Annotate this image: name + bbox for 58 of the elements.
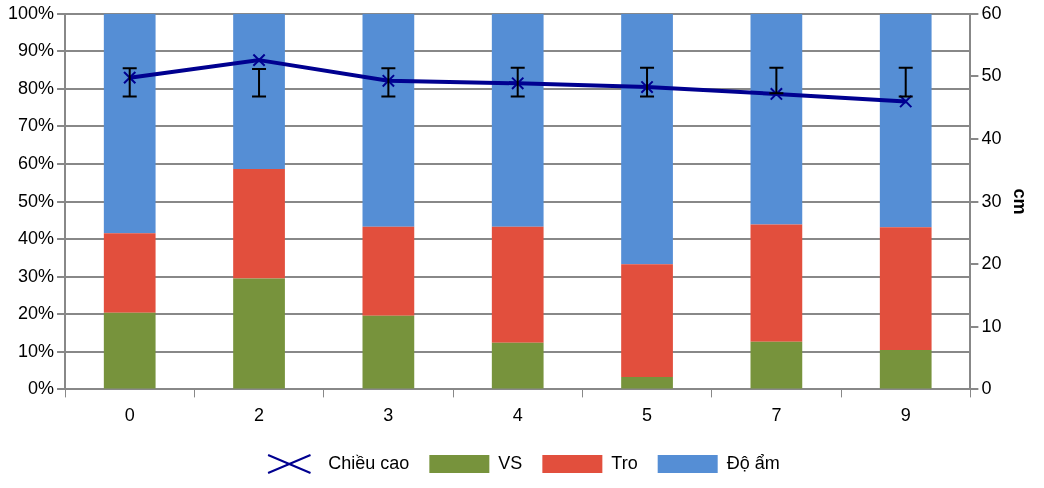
bar — [103, 233, 156, 313]
legend-label: Chiều cao — [328, 452, 410, 473]
y-tick-label: 40% — [18, 228, 55, 249]
bar — [750, 13, 803, 225]
point — [381, 74, 396, 88]
x-tick-label: 5 — [642, 405, 653, 426]
y-tick-label: 100% — [7, 2, 55, 23]
bar — [621, 264, 673, 378]
point — [511, 76, 525, 90]
y-tick-label: 20% — [18, 303, 55, 324]
x-tick-label: 4 — [512, 405, 523, 426]
bar — [233, 13, 285, 169]
y2-axis-title: cm — [1010, 188, 1031, 215]
bar — [879, 13, 932, 228]
y2-tick-label: 40 — [981, 127, 1002, 148]
bar — [621, 377, 673, 389]
legend-label: Tro — [611, 452, 638, 473]
point — [123, 71, 137, 85]
bar — [491, 13, 544, 227]
bar — [362, 226, 415, 316]
x-tick-label: 0 — [124, 405, 135, 426]
y2-tick-label: 20 — [981, 253, 1002, 274]
legend-label: VS — [498, 452, 523, 473]
legend-label: Độ ẩm — [726, 452, 780, 473]
bar — [491, 226, 544, 343]
bar — [879, 349, 932, 389]
point — [252, 53, 266, 67]
y-tick-label: 70% — [18, 115, 55, 136]
y2-tick-label: 0 — [981, 378, 992, 399]
y-tick-label: 30% — [18, 265, 55, 286]
x-tick-label: 2 — [254, 405, 265, 426]
point — [640, 80, 654, 94]
y-tick-label: 80% — [18, 77, 55, 98]
y-tick-label: 0% — [28, 378, 55, 399]
bar — [750, 224, 803, 342]
bar — [879, 227, 932, 350]
y-tick-label: 90% — [18, 40, 55, 61]
bar — [362, 315, 415, 389]
y2-tick-label: 10 — [981, 315, 1002, 336]
x-tick-label: 7 — [771, 405, 782, 426]
bar — [491, 342, 544, 389]
x-tick-label: 9 — [900, 405, 911, 426]
y2-tick-label: 30 — [981, 190, 1002, 211]
bar — [362, 13, 415, 227]
point — [769, 87, 784, 101]
bar — [103, 13, 156, 234]
y-tick-label: 10% — [18, 340, 55, 361]
bar — [233, 278, 285, 389]
y2-tick-label: 50 — [981, 65, 1002, 86]
bar — [750, 341, 803, 389]
y-tick-label: 50% — [18, 190, 55, 211]
x-tick-label: 3 — [383, 405, 394, 426]
bar — [621, 13, 673, 265]
y-tick-label: 60% — [18, 153, 55, 174]
bar — [103, 312, 156, 389]
point — [899, 94, 913, 109]
y2-tick-label: 60 — [981, 2, 1002, 23]
bar — [233, 168, 285, 279]
